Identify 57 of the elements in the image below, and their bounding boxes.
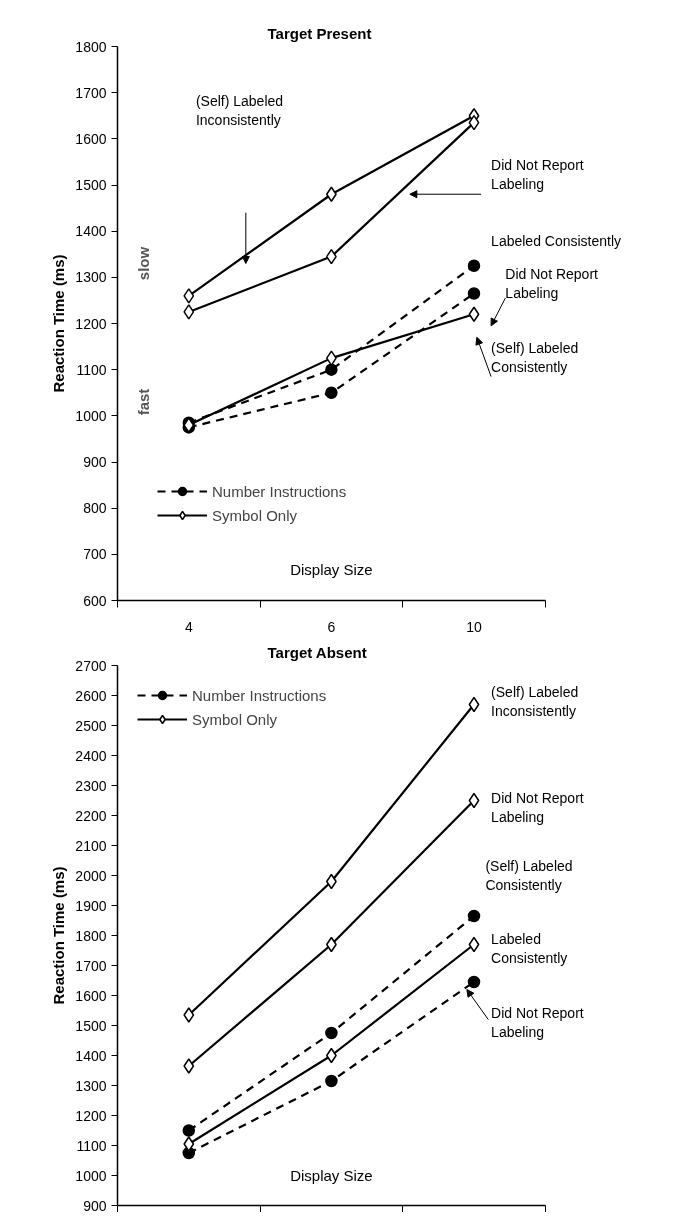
y-tick-label: 2400: [75, 747, 107, 764]
y-tick-label: 1200: [75, 1107, 107, 1124]
y-tick-label: 1800: [75, 927, 107, 944]
y-tick-label: 1300: [75, 269, 107, 286]
y-tick-label: 1500: [75, 1017, 107, 1034]
y-tick-label: 1400: [75, 1047, 107, 1064]
y-tick-label: 2200: [75, 807, 107, 824]
x-tick-label: 6: [327, 618, 336, 635]
y-tick-label: 1900: [75, 897, 107, 914]
y-tick-label: 1100: [76, 361, 107, 378]
legend-label: Number Instructions: [192, 686, 327, 704]
annotation: fast: [134, 388, 152, 416]
y-tick-label: 1200: [75, 315, 107, 332]
chart-title: Target Present: [267, 24, 372, 42]
annotation: (Self) Labeled Inconsistently: [491, 683, 579, 719]
y-tick-label: 2600: [75, 687, 107, 704]
y-tick-label: 900: [83, 454, 107, 470]
y-tick-label: 600: [83, 592, 107, 609]
y-tick-label: 900: [83, 1197, 107, 1214]
y-tick-label: 2000: [75, 867, 107, 884]
y-tick-label: 2500: [75, 717, 107, 734]
x-tick-label: 4: [184, 618, 193, 635]
y-tick-label: 1800: [75, 38, 107, 55]
annotation: (Self) Labeled Inconsistently: [195, 92, 284, 128]
chart-title: Target Absent: [267, 643, 367, 661]
y-tick-label: 1600: [75, 130, 107, 147]
annotation: Did Not Report Labeling: [491, 157, 584, 193]
annotation: Did Not Report Labeling: [491, 790, 584, 826]
annotation: slow: [134, 246, 152, 281]
y-tick-label: 800: [83, 500, 107, 517]
annotation: Labeled Consistently: [491, 233, 622, 250]
annotation: Did Not Report Labeling: [505, 265, 599, 301]
y-tick-label: 1700: [75, 957, 107, 974]
annotation: (Self) Labeled Consistently: [491, 339, 579, 375]
annotation: (Self) Labeled Consistently: [485, 857, 573, 893]
y-tick-label: 1500: [75, 177, 107, 193]
x-axis-title: Display Size: [290, 1166, 373, 1184]
y-tick-label: 2700: [75, 657, 107, 674]
y-tick-label: 1700: [75, 84, 107, 101]
y-axis-title: Reaction Time (ms): [50, 254, 68, 393]
x-tick-label: 10: [466, 618, 482, 635]
y-tick-label: 1400: [75, 223, 107, 240]
y-tick-label: 1000: [75, 1167, 107, 1184]
y-tick-label: 2300: [75, 777, 107, 794]
annotation: Labeled Consistently: [491, 931, 568, 967]
y-tick-label: 1300: [75, 1077, 107, 1094]
y-tick-label: 1100: [76, 1137, 107, 1154]
legend-label: Symbol Only: [192, 710, 278, 728]
y-tick-label: 700: [83, 546, 107, 563]
x-axis-title: Display Size: [290, 561, 373, 579]
y-tick-label: 2100: [75, 837, 107, 854]
annotation: Did Not Report Labeling: [491, 1004, 584, 1040]
y-axis-title: Reaction Time (ms): [50, 866, 68, 1005]
y-tick-label: 1600: [75, 987, 107, 1004]
legend-label: Number Instructions: [212, 482, 347, 500]
legend-label: Symbol Only: [212, 506, 298, 524]
y-tick-label: 1000: [75, 407, 107, 424]
